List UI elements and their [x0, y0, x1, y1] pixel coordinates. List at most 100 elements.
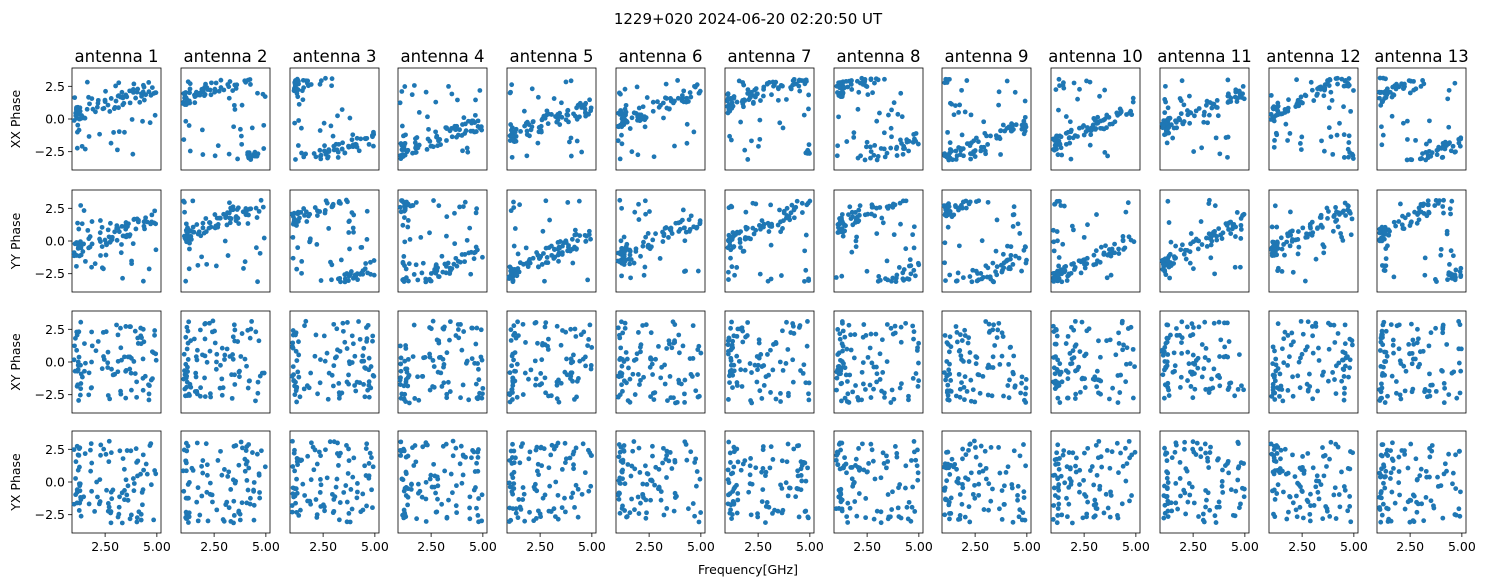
data-point — [953, 148, 959, 154]
data-point — [187, 393, 192, 398]
data-point — [116, 504, 122, 510]
data-point — [362, 394, 368, 400]
data-point — [564, 356, 569, 362]
data-point — [1228, 219, 1234, 225]
data-point — [906, 397, 911, 403]
data-point — [730, 385, 735, 390]
data-point — [1100, 117, 1106, 123]
panel-2-1: 2.50.0−2.5YY Phase — [8, 189, 162, 293]
data-point — [301, 386, 307, 392]
panel-2-11 — [1159, 189, 1250, 293]
data-point — [750, 200, 756, 206]
data-point — [306, 385, 312, 391]
data-point — [998, 128, 1004, 134]
data-point — [1314, 226, 1320, 231]
data-point — [973, 445, 978, 450]
data-point — [1108, 272, 1114, 278]
data-point — [235, 156, 240, 162]
data-point — [469, 120, 475, 126]
data-point — [473, 210, 479, 216]
data-point — [352, 353, 358, 359]
data-point — [318, 477, 323, 482]
data-point — [666, 235, 671, 240]
data-point — [1012, 384, 1018, 390]
data-point — [462, 259, 468, 265]
data-point — [1055, 395, 1061, 401]
data-point — [221, 518, 227, 524]
data-point — [634, 84, 640, 90]
data-point — [370, 464, 376, 470]
data-point — [990, 260, 996, 266]
data-point — [568, 153, 574, 159]
data-point — [301, 206, 307, 211]
data-point — [207, 480, 213, 486]
data-point — [1414, 340, 1420, 346]
data-point — [666, 458, 672, 464]
data-point — [1059, 279, 1065, 285]
data-point — [962, 374, 968, 380]
panel-2-3 — [289, 189, 380, 293]
y-tick-label: −2.5 — [35, 266, 65, 281]
data-point — [366, 379, 372, 385]
data-point — [904, 504, 910, 510]
data-point — [650, 237, 656, 243]
data-point — [146, 89, 152, 95]
data-point — [123, 477, 129, 483]
data-point — [251, 487, 256, 493]
column-title: antenna 9 — [945, 47, 1029, 66]
data-point — [760, 466, 766, 471]
data-point — [1326, 320, 1331, 326]
data-point — [1381, 364, 1386, 370]
data-point — [221, 211, 227, 217]
data-point — [569, 236, 575, 242]
data-point — [891, 232, 897, 238]
data-point — [210, 499, 215, 505]
data-point — [238, 354, 244, 359]
panel-3-10 — [1050, 310, 1141, 414]
data-point — [735, 459, 741, 465]
data-point — [444, 514, 450, 520]
data-point — [248, 82, 253, 87]
data-point — [759, 364, 765, 369]
data-point — [962, 333, 968, 338]
data-point — [878, 520, 884, 526]
data-point — [218, 362, 223, 368]
data-point — [414, 135, 420, 140]
data-point — [245, 150, 251, 156]
data-point — [946, 349, 952, 355]
data-point — [1277, 371, 1283, 377]
data-point — [638, 377, 643, 383]
data-point — [637, 470, 643, 475]
data-point — [981, 507, 987, 512]
data-point — [889, 107, 894, 113]
data-point — [415, 481, 421, 487]
data-point — [1183, 256, 1189, 262]
data-point — [199, 254, 205, 260]
data-point — [1407, 351, 1413, 356]
column-title: antenna 4 — [401, 47, 485, 66]
data-point — [212, 89, 218, 95]
data-point — [535, 340, 540, 346]
data-point — [570, 260, 576, 266]
data-point — [153, 221, 159, 227]
data-point — [1055, 152, 1061, 158]
data-point — [1440, 326, 1446, 332]
data-point — [184, 373, 190, 379]
data-point — [292, 120, 298, 126]
data-point — [332, 494, 338, 500]
data-point — [542, 492, 548, 498]
panel-1-8: antenna 8 — [833, 47, 924, 171]
data-point — [911, 329, 917, 335]
data-point — [1201, 366, 1207, 372]
data-point — [304, 219, 310, 224]
panel-1-5: antenna 5 — [506, 47, 597, 171]
data-point — [1061, 80, 1066, 86]
data-point — [906, 263, 912, 269]
data-point — [351, 229, 356, 235]
panel-3-12 — [1268, 310, 1359, 414]
data-point — [849, 209, 855, 215]
data-point — [403, 471, 409, 477]
data-point — [194, 357, 200, 363]
data-point — [1380, 234, 1385, 240]
data-point — [1377, 95, 1382, 101]
